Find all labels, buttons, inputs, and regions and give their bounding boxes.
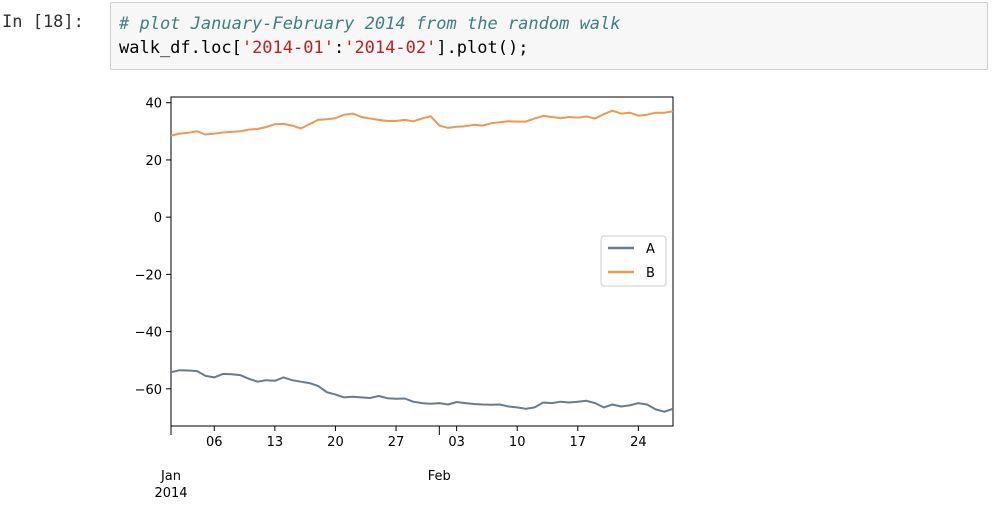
legend-label-a: A bbox=[646, 242, 655, 257]
series-lines bbox=[170, 109, 674, 413]
cell-prompt: In [18]: bbox=[2, 12, 84, 32]
x-tick-label: 06 bbox=[206, 435, 223, 450]
y-tick-label: −40 bbox=[135, 326, 162, 341]
x-major-tick-label: Jan bbox=[160, 469, 181, 484]
series-line-b bbox=[170, 109, 674, 137]
code-comment: # plot January-February 2014 from the ra… bbox=[119, 14, 621, 34]
x-tick-label: 10 bbox=[509, 435, 526, 450]
y-axis: 40 20 0 −20 −40 −60 bbox=[135, 97, 171, 398]
code-colon: : bbox=[333, 38, 345, 58]
plot-axes-frame bbox=[170, 96, 674, 427]
y-tick-label: −60 bbox=[135, 383, 162, 398]
code-string-start: '2014-01' bbox=[241, 38, 334, 58]
legend-label-b: B bbox=[646, 266, 655, 281]
x-major-tick-sublabel: 2014 bbox=[154, 486, 187, 501]
code-prefix: walk_df.loc[ bbox=[119, 38, 242, 58]
x-tick-label: 17 bbox=[570, 435, 587, 450]
y-tick-label: 40 bbox=[145, 97, 162, 112]
legend-box bbox=[600, 235, 667, 287]
legend: AB bbox=[600, 235, 667, 287]
y-tick-label: 20 bbox=[145, 154, 162, 169]
x-axis: 06 13 20 27 03 10 17 24 Jan 2014 Feb bbox=[154, 426, 647, 501]
x-tick-label: 13 bbox=[267, 435, 284, 450]
code-suffix: ].plot(); bbox=[436, 38, 529, 58]
x-tick-label: 27 bbox=[388, 435, 405, 450]
x-tick-label: 20 bbox=[327, 435, 344, 450]
x-tick-label: 24 bbox=[630, 435, 647, 450]
y-tick-label: −20 bbox=[135, 268, 162, 283]
x-tick-label: 03 bbox=[448, 435, 465, 450]
x-major-tick-label: Feb bbox=[428, 469, 451, 484]
code-cell-input[interactable]: # plot January-February 2014 from the ra… bbox=[110, 2, 988, 70]
series-line-a bbox=[170, 369, 674, 413]
code-string-end: '2014-02' bbox=[344, 38, 437, 58]
y-tick-label: 0 bbox=[154, 211, 162, 226]
